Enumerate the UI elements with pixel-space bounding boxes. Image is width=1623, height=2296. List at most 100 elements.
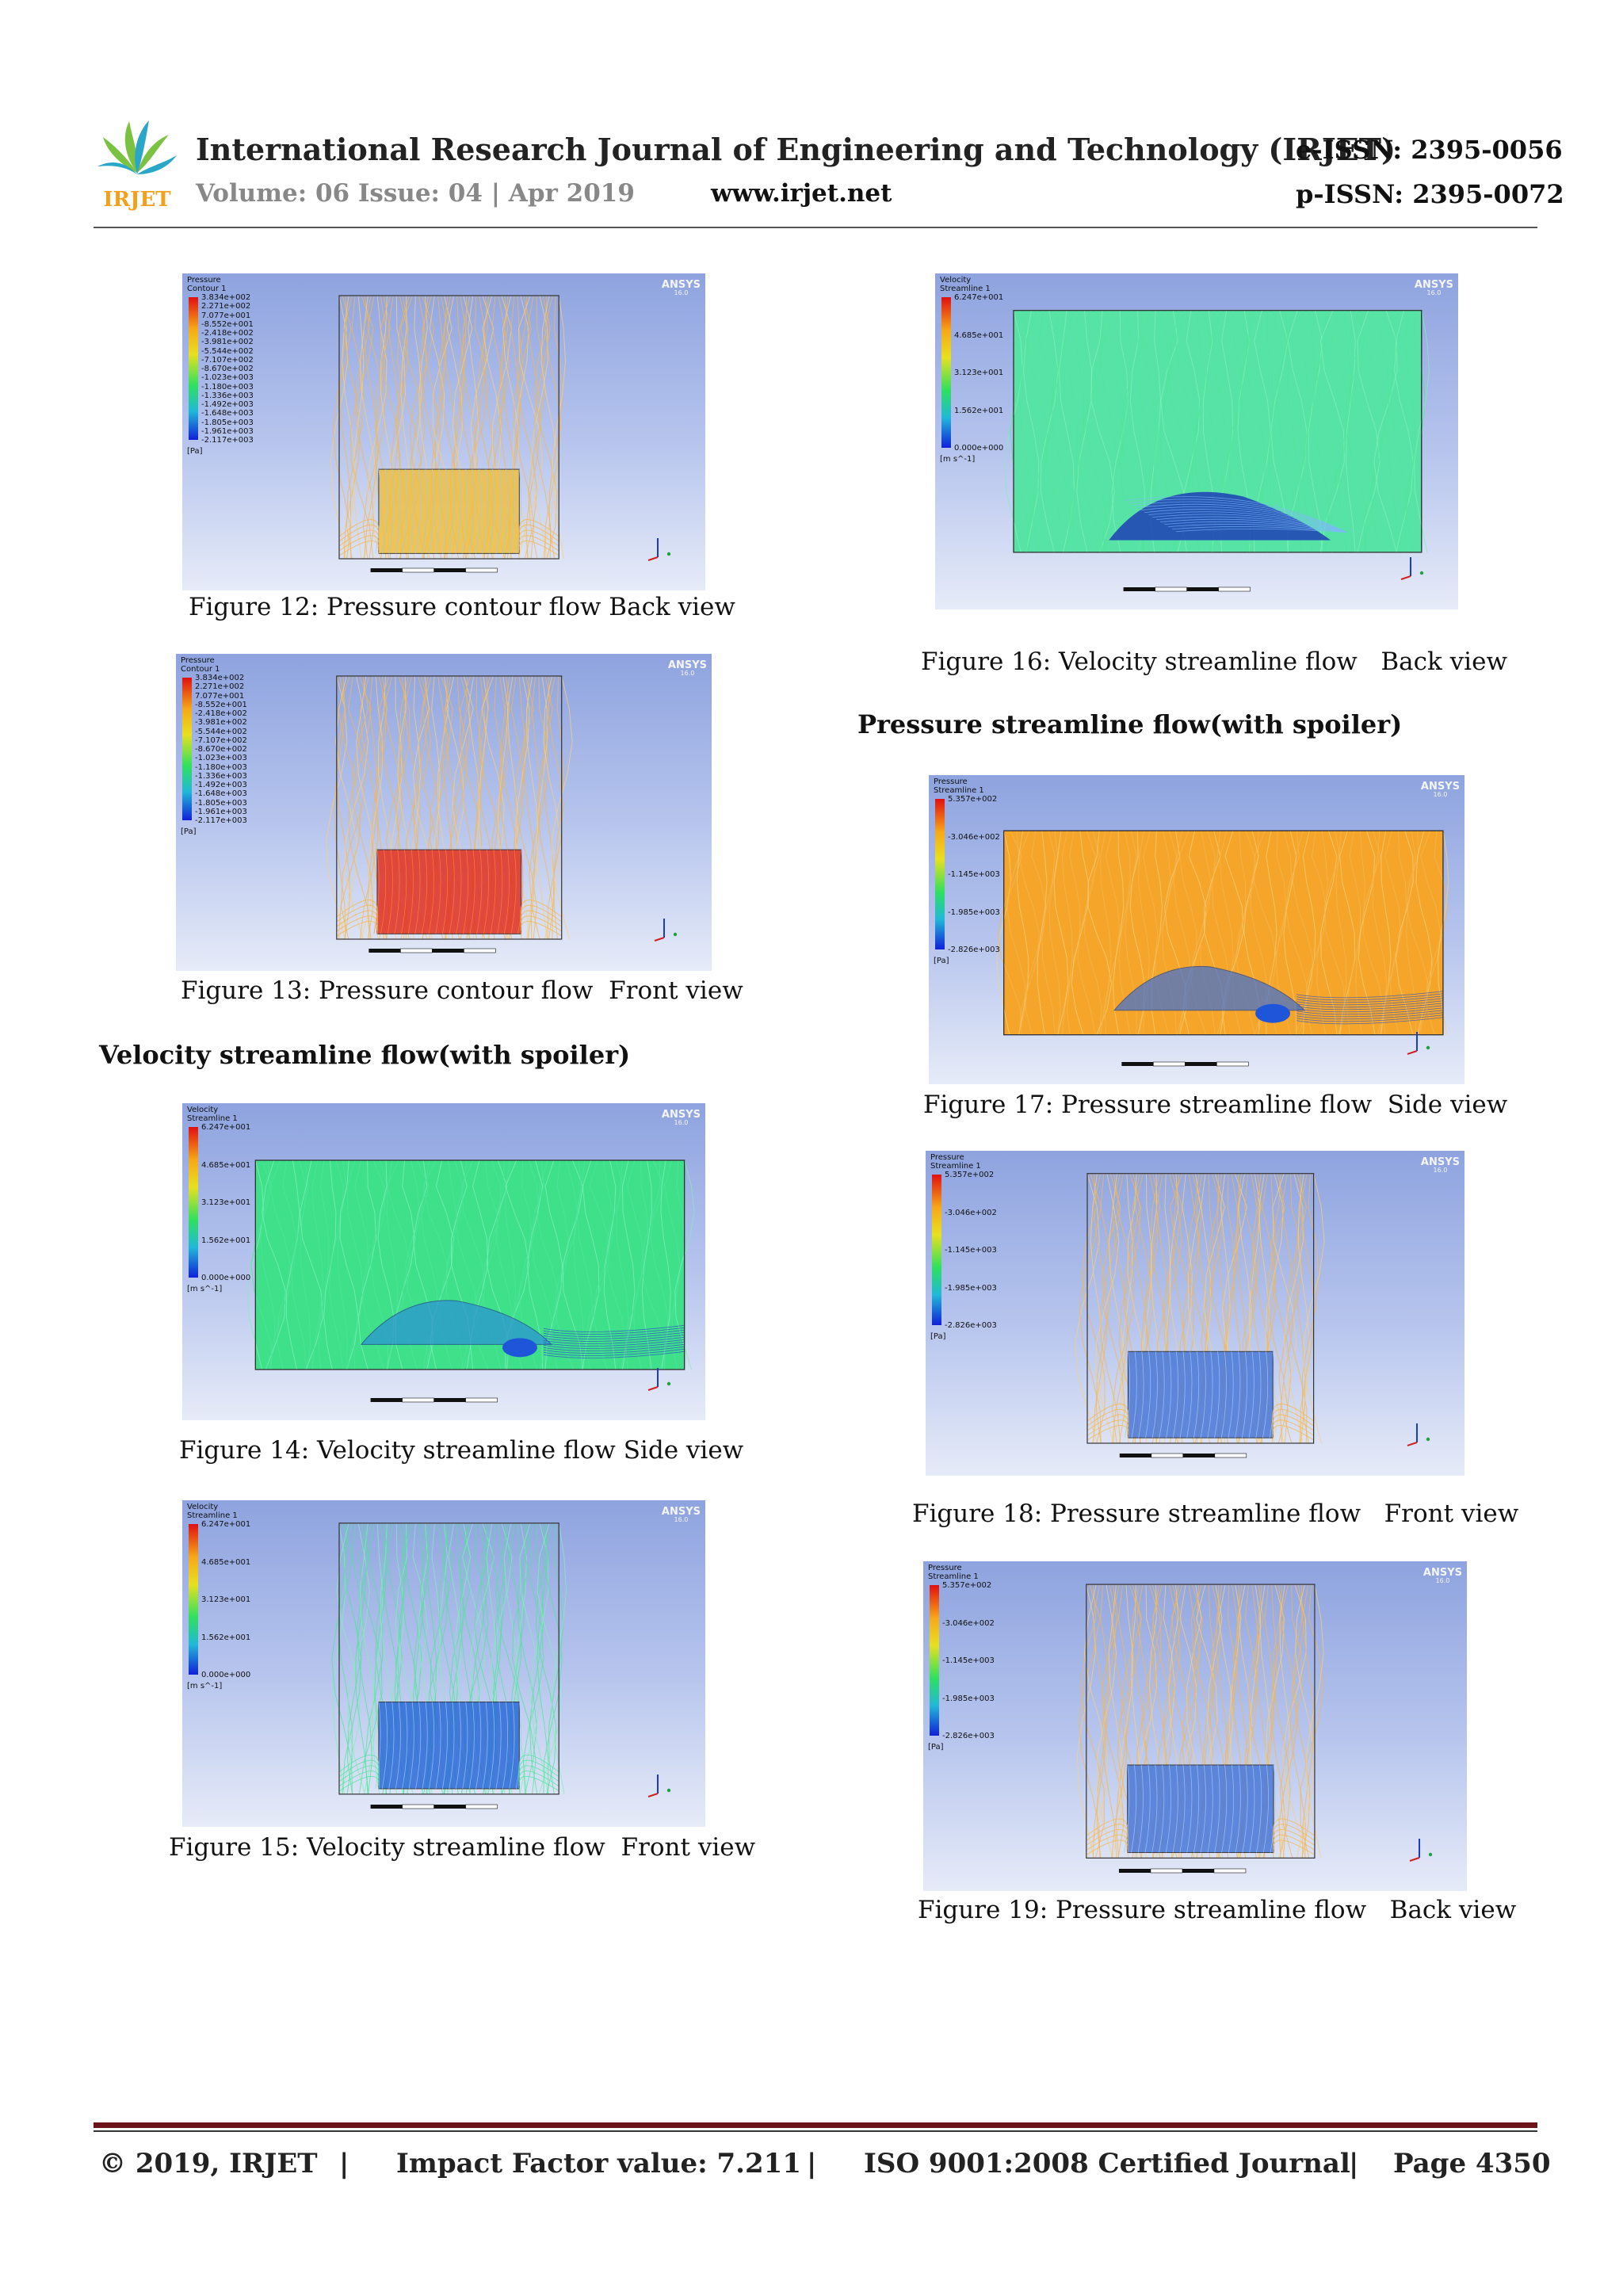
footer-iso: ISO 9001:2008 Certified Journal bbox=[864, 2148, 1350, 2179]
legend-unit: [m s^-1] bbox=[187, 1682, 223, 1690]
ansys-brand: ANSYS bbox=[1414, 279, 1453, 291]
fig15-color-legend: Velocity Streamline 1 6.247e+001 4.685e+001… bbox=[187, 1503, 282, 1702]
legend-tick-label: -2.418e+002 bbox=[195, 709, 247, 718]
legend-unit: [Pa] bbox=[930, 1332, 946, 1341]
legend-title: Streamline 1 bbox=[940, 284, 991, 293]
legend-colorbar bbox=[189, 1524, 198, 1675]
legend-tick-label: -5.544e+002 bbox=[195, 727, 247, 736]
legend-unit: [m s^-1] bbox=[940, 455, 976, 464]
legend-tick-label: -1.805e+003 bbox=[201, 418, 254, 427]
legend-tick-label: 5.357e+002 bbox=[945, 1171, 995, 1179]
legend-title: Contour 1 bbox=[187, 284, 227, 293]
legend-tick-label: -1.145e+003 bbox=[942, 1656, 995, 1665]
ansys-brand: ANSYS bbox=[661, 1506, 701, 1518]
ansys-brand: ANSYS bbox=[667, 659, 707, 671]
legend-tick-label: -1.145e+003 bbox=[948, 870, 1000, 879]
legend-tick-label: -1.985e+003 bbox=[948, 907, 1000, 917]
legend-colorbar bbox=[189, 297, 198, 440]
ansys-logo: ANSYS 16.0 bbox=[1421, 1157, 1460, 1174]
legend-tick-label: 7.077e+001 bbox=[195, 691, 245, 701]
legend-tick-label: -3.046e+002 bbox=[948, 832, 1000, 842]
legend-unit: [Pa] bbox=[934, 957, 949, 965]
legend-tick-label: -1.145e+003 bbox=[945, 1246, 997, 1255]
legend-tick-label: 0.000e+000 bbox=[954, 444, 1004, 453]
legend-tick-label: 0.000e+000 bbox=[201, 1671, 251, 1679]
ansys-logo: ANSYS 16.0 bbox=[662, 1507, 701, 1523]
ansys-brand: ANSYS bbox=[661, 279, 701, 291]
fig12-image: Pressure Contour 1 3.834e+002 2.271e+002 7.0… bbox=[182, 273, 705, 590]
footer-page-number: Page 4350 bbox=[1393, 2148, 1551, 2179]
footer-separator: | bbox=[807, 2148, 817, 2179]
legend-unit: [Pa] bbox=[187, 447, 203, 456]
velocity-section-heading: Velocity streamline flow(with spoiler) bbox=[99, 1040, 631, 1070]
fig14-image: Velocity Streamline 1 6.247e+001 4.685e+001… bbox=[182, 1103, 705, 1420]
fig13-cfd-render bbox=[326, 675, 678, 953]
legend-unit: [Pa] bbox=[181, 827, 197, 836]
ansys-version: 16.0 bbox=[680, 670, 695, 677]
legend-tick-label: -1.648e+003 bbox=[201, 409, 254, 418]
ansys-version: 16.0 bbox=[674, 1516, 689, 1523]
ansys-logo: ANSYS 16.0 bbox=[1421, 781, 1460, 798]
legend-tick-label: -1.492e+003 bbox=[201, 400, 254, 409]
legend-tick-label: -1.180e+003 bbox=[195, 762, 247, 772]
legend-tick-label: -1.985e+003 bbox=[945, 1283, 997, 1293]
legend-tick-label: 1.562e+001 bbox=[201, 1633, 251, 1642]
legend-title: Velocity bbox=[187, 1106, 219, 1114]
ansys-version: 16.0 bbox=[1433, 1167, 1448, 1174]
irjet-logo: IRJET bbox=[97, 120, 177, 212]
ansys-logo: ANSYS 16.0 bbox=[668, 660, 707, 677]
legend-tick-label: -1.961e+003 bbox=[195, 807, 247, 816]
ansys-logo: ANSYS 16.0 bbox=[662, 280, 701, 296]
volume-issue: Volume: 06 Issue: 04 | Apr 2019 bbox=[196, 179, 635, 208]
legend-colorbar bbox=[930, 1585, 939, 1736]
legend-tick-label: -1.023e+003 bbox=[195, 754, 247, 763]
legend-tick-label: -3.981e+002 bbox=[195, 718, 247, 728]
fig13-image: Pressure Contour 1 3.834e+002 2.271e+002 7.0… bbox=[176, 654, 712, 971]
fig18-image: Pressure Streamline 1 5.357e+002 -3.046e+00… bbox=[926, 1151, 1465, 1476]
fig15-image: Velocity Streamline 1 6.247e+001 4.685e+001… bbox=[182, 1500, 705, 1827]
legend-title: Pressure bbox=[928, 1564, 962, 1572]
ansys-brand: ANSYS bbox=[1420, 781, 1460, 793]
legend-title: Pressure bbox=[934, 777, 968, 786]
svg-text:IRJET: IRJET bbox=[103, 188, 171, 212]
fig19-caption: Figure 19: Pressure streamline flow Back… bbox=[918, 1896, 1517, 1924]
ansys-logo: ANSYS 16.0 bbox=[662, 1110, 701, 1126]
legend-tick-label: 0.000e+000 bbox=[201, 1274, 251, 1282]
fig17-color-legend: Pressure Streamline 1 5.357e+002 -3.046e+00… bbox=[934, 777, 1029, 976]
legend-tick-label: -7.107e+002 bbox=[201, 355, 254, 365]
fig13-color-legend: Pressure Contour 1 3.834e+002 2.271e+002 7.0… bbox=[181, 656, 276, 847]
fig17-image: Pressure Streamline 1 5.357e+002 -3.046e+00… bbox=[929, 775, 1465, 1084]
legend-tick-label: -8.670e+002 bbox=[195, 745, 247, 754]
website-link[interactable]: www.irjet.net bbox=[711, 179, 892, 208]
fig19-color-legend: Pressure Streamline 1 5.357e+002 -3.046e+00… bbox=[928, 1564, 1023, 1763]
legend-tick-label: -1.492e+003 bbox=[195, 781, 247, 789]
legend-title: Streamline 1 bbox=[187, 1114, 238, 1123]
footer-impact-factor: Impact Factor value: 7.211 bbox=[396, 2148, 801, 2179]
footer-separator: | bbox=[1349, 2148, 1359, 2179]
legend-tick-label: -2.117e+003 bbox=[195, 816, 247, 825]
fig18-caption: Figure 18: Pressure streamline flow Fron… bbox=[912, 1499, 1519, 1528]
legend-title: Velocity bbox=[940, 276, 972, 285]
legend-tick-label: -3.981e+002 bbox=[201, 338, 254, 347]
ansys-version: 16.0 bbox=[674, 289, 689, 296]
fig14-color-legend: Velocity Streamline 1 6.247e+001 4.685e+001… bbox=[187, 1106, 282, 1305]
fig16-color-legend: Velocity Streamline 1 6.247e+001 4.685e+001… bbox=[940, 276, 1035, 475]
legend-tick-label: -8.552e+001 bbox=[195, 700, 247, 709]
legend-colorbar bbox=[932, 1175, 941, 1325]
legend-colorbar bbox=[182, 678, 192, 820]
legend-tick-label: 5.357e+002 bbox=[942, 1581, 992, 1590]
ansys-logo: ANSYS 16.0 bbox=[1423, 1568, 1462, 1584]
journal-title: International Research Journal of Engine… bbox=[196, 132, 1396, 167]
legend-tick-label: -1.023e+003 bbox=[201, 373, 254, 383]
footer-copyright: © 2019, IRJET bbox=[99, 2148, 318, 2179]
legend-tick-label: 1.562e+001 bbox=[954, 406, 1004, 415]
pressure-section-heading: Pressure streamline flow(with spoiler) bbox=[857, 709, 1403, 739]
ansys-logo: ANSYS 16.0 bbox=[1415, 280, 1453, 296]
ansys-version: 16.0 bbox=[1435, 1577, 1450, 1584]
legend-tick-label: -1.961e+003 bbox=[201, 426, 254, 436]
legend-tick-label: -5.544e+002 bbox=[201, 346, 254, 356]
legend-tick-label: -2.418e+002 bbox=[201, 329, 254, 338]
legend-tick-label: 3.123e+001 bbox=[201, 1198, 251, 1207]
legend-tick-label: 6.247e+001 bbox=[201, 1520, 251, 1529]
legend-tick-label: -1.180e+003 bbox=[201, 382, 254, 392]
